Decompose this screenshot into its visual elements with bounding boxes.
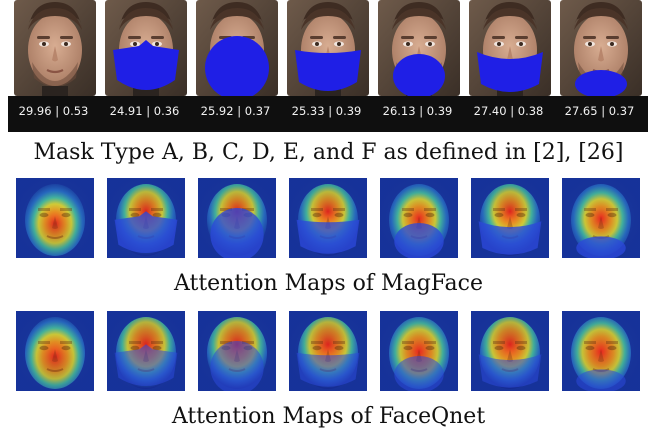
score-label: 29.96 | 0.53 bbox=[8, 104, 99, 118]
magface-map-mask-e bbox=[471, 178, 549, 258]
score-label: 25.33 | 0.39 bbox=[281, 104, 372, 118]
attention-map bbox=[289, 178, 367, 258]
score-bar: 29.96 | 0.53 24.91 | 0.36 25.92 | 0.37 2… bbox=[8, 96, 648, 132]
faceqnet-map-mask-f bbox=[562, 311, 640, 391]
magface-map-mask-c bbox=[289, 178, 367, 258]
attention-map bbox=[198, 311, 276, 391]
attention-map bbox=[380, 311, 458, 391]
score-label: 27.65 | 0.37 bbox=[554, 104, 645, 118]
attention-map bbox=[562, 178, 640, 258]
face-image bbox=[105, 0, 187, 96]
faceqnet-map-mask-d bbox=[380, 311, 458, 391]
attention-map bbox=[198, 178, 276, 258]
caption-magface: Attention Maps of MagFace bbox=[0, 271, 657, 296]
attention-map bbox=[471, 178, 549, 258]
face-photo-mask-a bbox=[105, 0, 187, 96]
magface-map-mask-a bbox=[107, 178, 185, 258]
attention-map bbox=[380, 178, 458, 258]
face-photo-mask-e bbox=[469, 0, 551, 96]
score-label: 26.13 | 0.39 bbox=[372, 104, 463, 118]
magface-map-mask-f bbox=[562, 178, 640, 258]
face-photo-mask-b bbox=[196, 0, 278, 96]
face-photo-unmasked bbox=[14, 0, 96, 96]
face-image bbox=[378, 0, 460, 96]
attention-map bbox=[289, 311, 367, 391]
faceqnet-map-mask-e bbox=[471, 311, 549, 391]
attention-map bbox=[16, 311, 94, 391]
face-image bbox=[469, 0, 551, 96]
caption-mask-types: Mask Type A, B, C, D, E, and F as define… bbox=[0, 140, 657, 165]
face-image bbox=[14, 0, 96, 96]
attention-map bbox=[471, 311, 549, 391]
face-photo-mask-c bbox=[287, 0, 369, 96]
magface-attention-row bbox=[0, 178, 657, 258]
faceqnet-map-mask-a bbox=[107, 311, 185, 391]
attention-map bbox=[107, 178, 185, 258]
face-image bbox=[196, 0, 278, 96]
caption-faceqnet: Attention Maps of FaceQnet bbox=[0, 404, 657, 429]
attention-map bbox=[107, 311, 185, 391]
faceqnet-attention-row bbox=[0, 311, 657, 391]
faceqnet-map-unmasked bbox=[16, 311, 94, 391]
face-image bbox=[560, 0, 642, 96]
score-label: 24.91 | 0.36 bbox=[99, 104, 190, 118]
attention-map bbox=[562, 311, 640, 391]
face-photo-mask-d bbox=[378, 0, 460, 96]
face-photo-mask-f bbox=[560, 0, 642, 96]
faceqnet-map-mask-c bbox=[289, 311, 367, 391]
magface-map-unmasked bbox=[16, 178, 94, 258]
attention-map bbox=[16, 178, 94, 258]
mask-photo-row bbox=[0, 0, 657, 96]
score-label: 27.40 | 0.38 bbox=[463, 104, 554, 118]
magface-map-mask-b bbox=[198, 178, 276, 258]
face-image bbox=[287, 0, 369, 96]
faceqnet-map-mask-b bbox=[198, 311, 276, 391]
score-label: 25.92 | 0.37 bbox=[190, 104, 281, 118]
magface-map-mask-d bbox=[380, 178, 458, 258]
